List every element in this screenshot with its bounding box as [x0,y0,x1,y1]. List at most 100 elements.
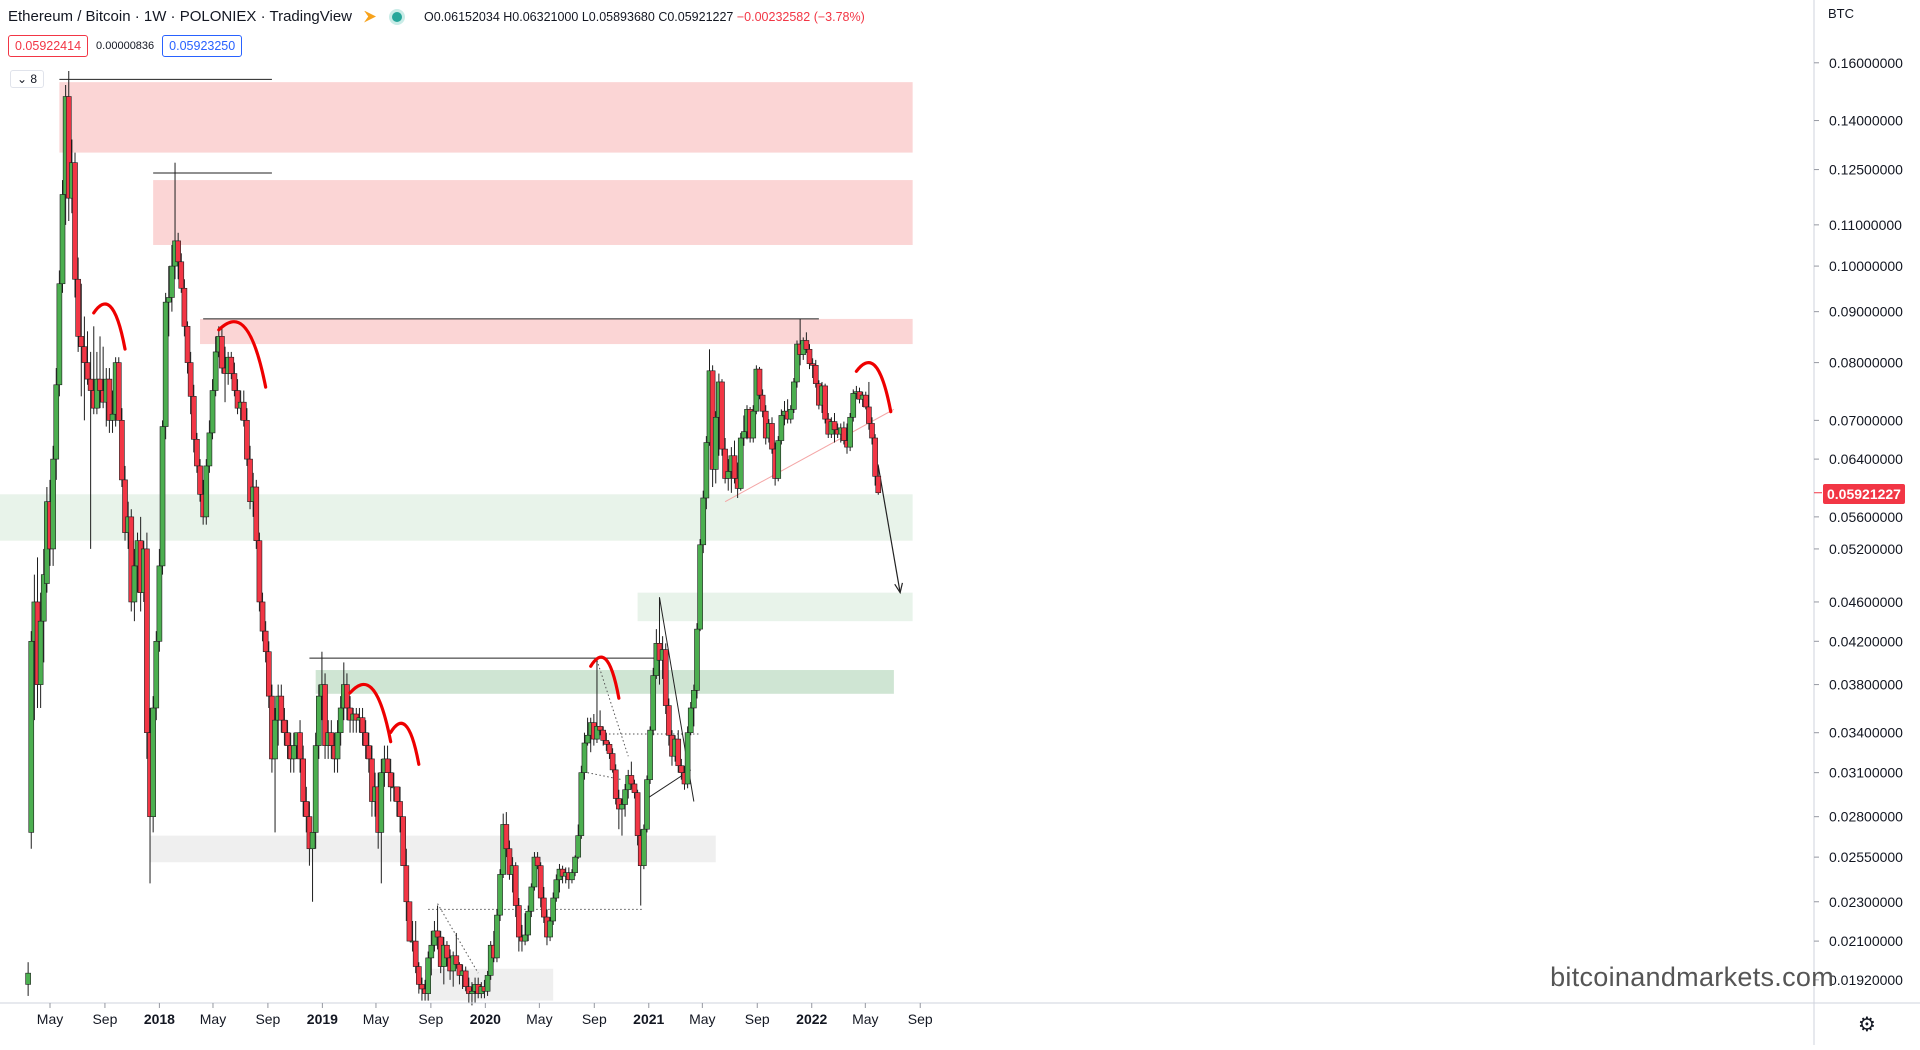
candle-up [53,384,60,460]
candle-down [128,516,135,603]
candle-down [344,684,350,709]
candle-down [175,240,181,263]
candle-up [684,732,691,785]
flag-icon[interactable] [364,10,377,23]
candle-up [40,574,47,622]
zone-support-strong-5 [315,670,894,694]
x-tick-label: Sep [418,1011,443,1027]
candle-down [400,816,406,866]
candle-up [153,641,160,709]
candle-up [500,824,507,875]
candle-down [278,695,285,721]
x-tick-label: Sep [908,1011,933,1027]
candle-up [650,675,657,731]
candle-up [687,707,694,733]
candle-up [547,920,553,938]
candle-down [106,378,113,421]
ohlc-values: O0.06152034 H0.06321000 L0.05893680 C0.0… [424,10,865,24]
candle-down [84,362,91,380]
candle-up [169,265,175,298]
candle-down [184,326,191,363]
candle-up [159,426,166,567]
candle-up [697,544,703,630]
candle-down [197,465,203,495]
candle-up [272,719,278,760]
candle-up [694,628,700,691]
candle-up [850,393,857,418]
candle-down [253,486,260,541]
y-tick-label: 0.04200000 [1829,633,1903,649]
candle-down [812,365,819,384]
candle-up [703,442,710,499]
candle-up [572,856,578,873]
candle-up [700,497,707,546]
x-tick-label: 2018 [144,1011,175,1027]
watermark: bitcoinandmarkets.com [1550,962,1834,992]
candle-down [731,455,738,479]
candle-down [256,540,263,603]
candle-up [691,690,697,709]
candle-up [494,914,500,959]
y-tick-label: 0.10000000 [1829,258,1903,274]
candle-down [666,705,672,736]
candle-up [25,972,31,985]
zone-resistance-1 [153,180,913,245]
trade-prices: 0.05922414 0.00000836 0.05923250 [8,35,243,57]
candle-down [190,396,197,440]
candle-down [384,758,391,773]
candle-down [606,744,613,754]
zone-support-4 [637,592,913,622]
candle-up [428,944,435,959]
x-tick-label: May [200,1011,226,1027]
candle-down [628,775,635,785]
x-tick-label: Sep [582,1011,607,1027]
x-tick-label: May [526,1011,552,1027]
spread-value: 0.00000836 [96,40,155,52]
chevron-down-icon: ⌄ [17,72,28,86]
candle-up [741,431,747,439]
candles-layer [25,70,882,1006]
gear-icon[interactable]: ⚙ [1858,1014,1876,1036]
candle-up [37,620,44,685]
candle-down [866,406,872,424]
candle-down [75,278,81,337]
y-tick-label: 0.09000000 [1829,304,1903,320]
buy-price-button[interactable]: 0.05923250 [162,35,243,57]
x-tick-label: May [689,1011,715,1027]
candle-down [453,955,460,965]
candle-up [425,957,431,994]
candle-up [787,409,794,420]
sell-price-button[interactable]: 0.05922414 [8,35,89,57]
candle-down [862,394,869,408]
candle-down [662,649,669,706]
indicators-count: 8 [30,72,38,86]
candle-up [337,707,344,733]
candle-down [259,601,266,632]
rounded-top-arc-4 [589,655,621,700]
candle-up [553,879,560,899]
candle-down [234,390,241,409]
candle-down [512,865,519,906]
candle-up [791,381,797,410]
candle-down [284,732,291,746]
candle-up [641,828,647,866]
indicators-toggle-button[interactable]: ⌄ 8 [10,70,45,88]
y-tick-label: 0.03100000 [1829,765,1903,781]
candle-up [334,732,341,760]
y-tick-label: 0.06400000 [1829,451,1903,467]
candle-up [203,465,210,518]
candle-up [497,874,503,916]
candle-up [56,283,63,386]
candle-down [831,421,838,431]
x-tick-label: Sep [255,1011,280,1027]
candle-down [115,362,122,421]
candle-down [119,420,125,481]
y-tick-label: 0.04600000 [1829,594,1903,610]
x-tick-label: Sep [92,1011,117,1027]
candle-down [122,479,128,533]
candle-down [244,420,250,460]
x-tick-label: May [363,1011,389,1027]
symbol-title[interactable]: Ethereum / Bitcoin · 1W · POLONIEX · Tra… [8,8,353,25]
